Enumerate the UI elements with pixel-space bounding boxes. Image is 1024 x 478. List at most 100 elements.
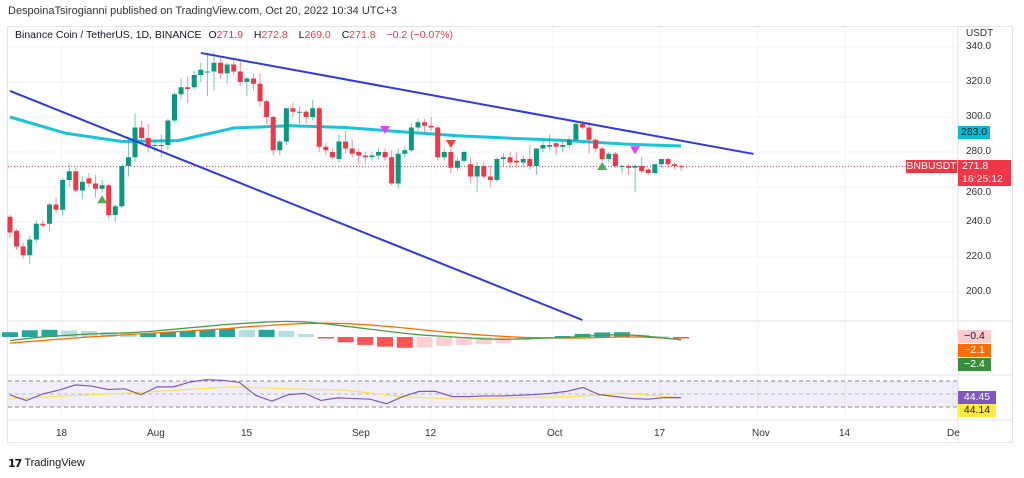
price-tick-label: 200.0 [966, 286, 992, 297]
candle-down [672, 164, 678, 166]
macd-histogram-bar [179, 331, 196, 337]
candle-up [606, 153, 612, 159]
candle-up [310, 108, 316, 117]
candle-up [283, 108, 289, 142]
macd-histogram-bar [337, 337, 354, 343]
candle-up [191, 75, 197, 88]
tradingview-logo-icon: 𝟭𝟳 [8, 457, 22, 470]
candle-down [73, 171, 79, 191]
candle-up [33, 223, 39, 240]
macd-histogram-bar [554, 336, 571, 338]
last-price-tag: 271.8 16:25:12 [958, 160, 1011, 186]
candle-up [441, 152, 447, 158]
change-value: −0.2 (−0.07%) [386, 29, 454, 41]
candle-up [297, 111, 303, 113]
candle-down [579, 124, 585, 128]
candle-up [204, 71, 210, 73]
candle-down [303, 111, 309, 117]
time-tick-label: Sep [352, 428, 370, 439]
candle-down [612, 153, 618, 166]
macd-histogram-bar [140, 333, 157, 337]
time-tick-label: Aug [147, 428, 165, 439]
candle-down [645, 169, 651, 173]
open-prefix: O [208, 29, 217, 41]
candle-up [46, 204, 52, 224]
macd-histogram-bar [673, 337, 690, 339]
candle-down [389, 157, 395, 184]
candle-down [93, 183, 99, 189]
candle-up [172, 94, 177, 121]
price-tick-label: 340.0 [966, 41, 992, 52]
candle-down [382, 152, 388, 158]
macd-histogram-bar [456, 337, 473, 345]
close-value: 271.8 [349, 29, 376, 41]
price-tick-label: 320.0 [966, 76, 992, 87]
candle-up [632, 166, 638, 168]
candle-down [448, 152, 454, 168]
candle-up [152, 145, 158, 146]
buy-signal-marker [97, 195, 108, 204]
time-tick-label: Nov [752, 428, 770, 439]
macd-histogram-bar [317, 337, 334, 339]
candle-up [211, 62, 217, 72]
candle-down [250, 78, 256, 84]
candle-up [198, 69, 204, 75]
last-price: 271.8 [962, 160, 989, 172]
macd-histogram-bar [2, 332, 18, 337]
macd-histogram-tag: −0.4 [958, 330, 991, 343]
rsi-line [9, 379, 682, 405]
time-tick-label: 12 [425, 428, 437, 439]
time-tick-label: De [947, 428, 960, 439]
price-tick-label: 300.0 [966, 111, 992, 122]
candle-down [316, 108, 322, 147]
time-tick-label: 17 [654, 428, 666, 439]
price-tick-label: 260.0 [966, 187, 992, 198]
rsi-ma-line [9, 386, 682, 400]
candle-down [553, 143, 559, 147]
high-prefix: H [253, 29, 262, 41]
candle-up [244, 78, 250, 82]
rsi-ma-tag: 44.14 [958, 404, 996, 417]
macd-histogram-bar [416, 337, 433, 348]
candle-down [20, 246, 26, 256]
macd-signal-tag: −2.1 [958, 344, 991, 357]
candle-down [349, 148, 355, 154]
macd-histogram-bar [436, 337, 453, 346]
candle-up [652, 164, 658, 173]
macd-histogram-bar [298, 334, 315, 337]
macd-histogram-bar [100, 332, 117, 337]
macd-histogram-bar [475, 337, 492, 345]
macd-histogram-bar [377, 337, 394, 347]
candle-up [474, 166, 480, 177]
candle-down [264, 101, 270, 117]
macd-histogram-bar [396, 337, 413, 348]
candle-up [375, 152, 381, 156]
candle-down [40, 223, 46, 226]
time-tick-label: Oct [547, 428, 563, 439]
time-tick-label: 18 [56, 428, 68, 439]
price-tick-label: 280.0 [966, 146, 992, 157]
candle-down [218, 62, 224, 74]
candle-up [79, 181, 85, 191]
candle-up [566, 139, 572, 145]
price-tick-label: 220.0 [966, 251, 992, 262]
candle-down [231, 64, 237, 72]
candle-down [329, 152, 335, 158]
candle-up [540, 145, 546, 149]
candle-up [454, 160, 460, 168]
candle-down [593, 139, 599, 149]
low-value: 269.0 [304, 29, 331, 41]
tradingview-brand[interactable]: 𝟭𝟳 TradingView [8, 457, 85, 470]
ma-value-tag: 283.0 [958, 126, 990, 139]
published-by-text: DespoinaTsirogianni published on Trading… [8, 5, 398, 17]
candle-up [165, 120, 171, 145]
candle-up [224, 64, 230, 74]
candle-up [178, 87, 184, 95]
macd-histogram-bar [278, 331, 295, 337]
candle-up [132, 127, 138, 158]
candle-down [356, 152, 362, 156]
candle-down [487, 176, 493, 180]
candle-up [560, 145, 566, 147]
candle-up [125, 157, 131, 166]
